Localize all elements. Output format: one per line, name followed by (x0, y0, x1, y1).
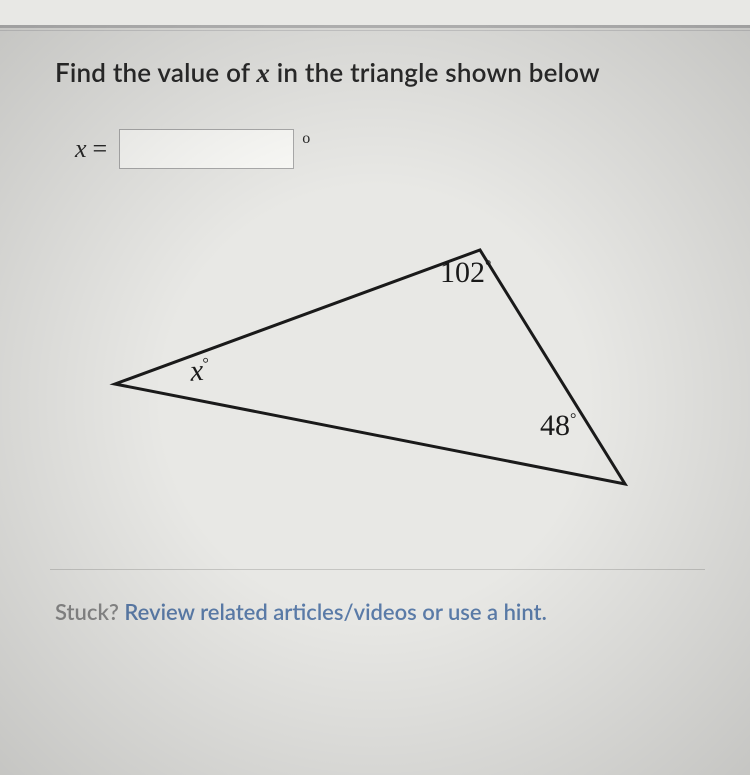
problem-text-before: Find the value of (55, 56, 256, 88)
footer-divider (50, 569, 705, 570)
answer-input[interactable] (119, 129, 294, 169)
triangle-svg (85, 244, 645, 514)
answer-variable-label: x= (75, 134, 107, 164)
angle-48-value: 48 (540, 409, 570, 442)
answer-variable: x (75, 134, 87, 163)
top-divider-light (0, 30, 750, 31)
stuck-label: Stuck? (55, 598, 124, 625)
answer-row: x= o (0, 129, 750, 169)
angle-102-unit: ° (485, 258, 491, 275)
angle-label-bottom-right: 48° (540, 409, 576, 443)
angle-48-unit: ° (570, 411, 576, 428)
angle-x-unit: ° (202, 355, 210, 372)
problem-text-after: in the triangle shown below (270, 56, 600, 88)
angle-label-left: x° (189, 353, 212, 389)
stuck-help-text: Stuck? Review related articles/videos or… (0, 598, 750, 625)
triangle-diagram: 102° x° 48° (85, 244, 645, 514)
angle-102-value: 102 (440, 256, 485, 289)
problem-variable: x (256, 58, 270, 88)
top-divider-heavy (0, 25, 750, 28)
angle-label-top: 102° (440, 256, 491, 290)
problem-statement: Find the value of x in the triangle show… (0, 56, 750, 89)
answer-equals: = (93, 134, 108, 163)
answer-unit-degree: o (302, 130, 310, 148)
stuck-link[interactable]: Review related articles/videos or use a … (124, 598, 546, 625)
